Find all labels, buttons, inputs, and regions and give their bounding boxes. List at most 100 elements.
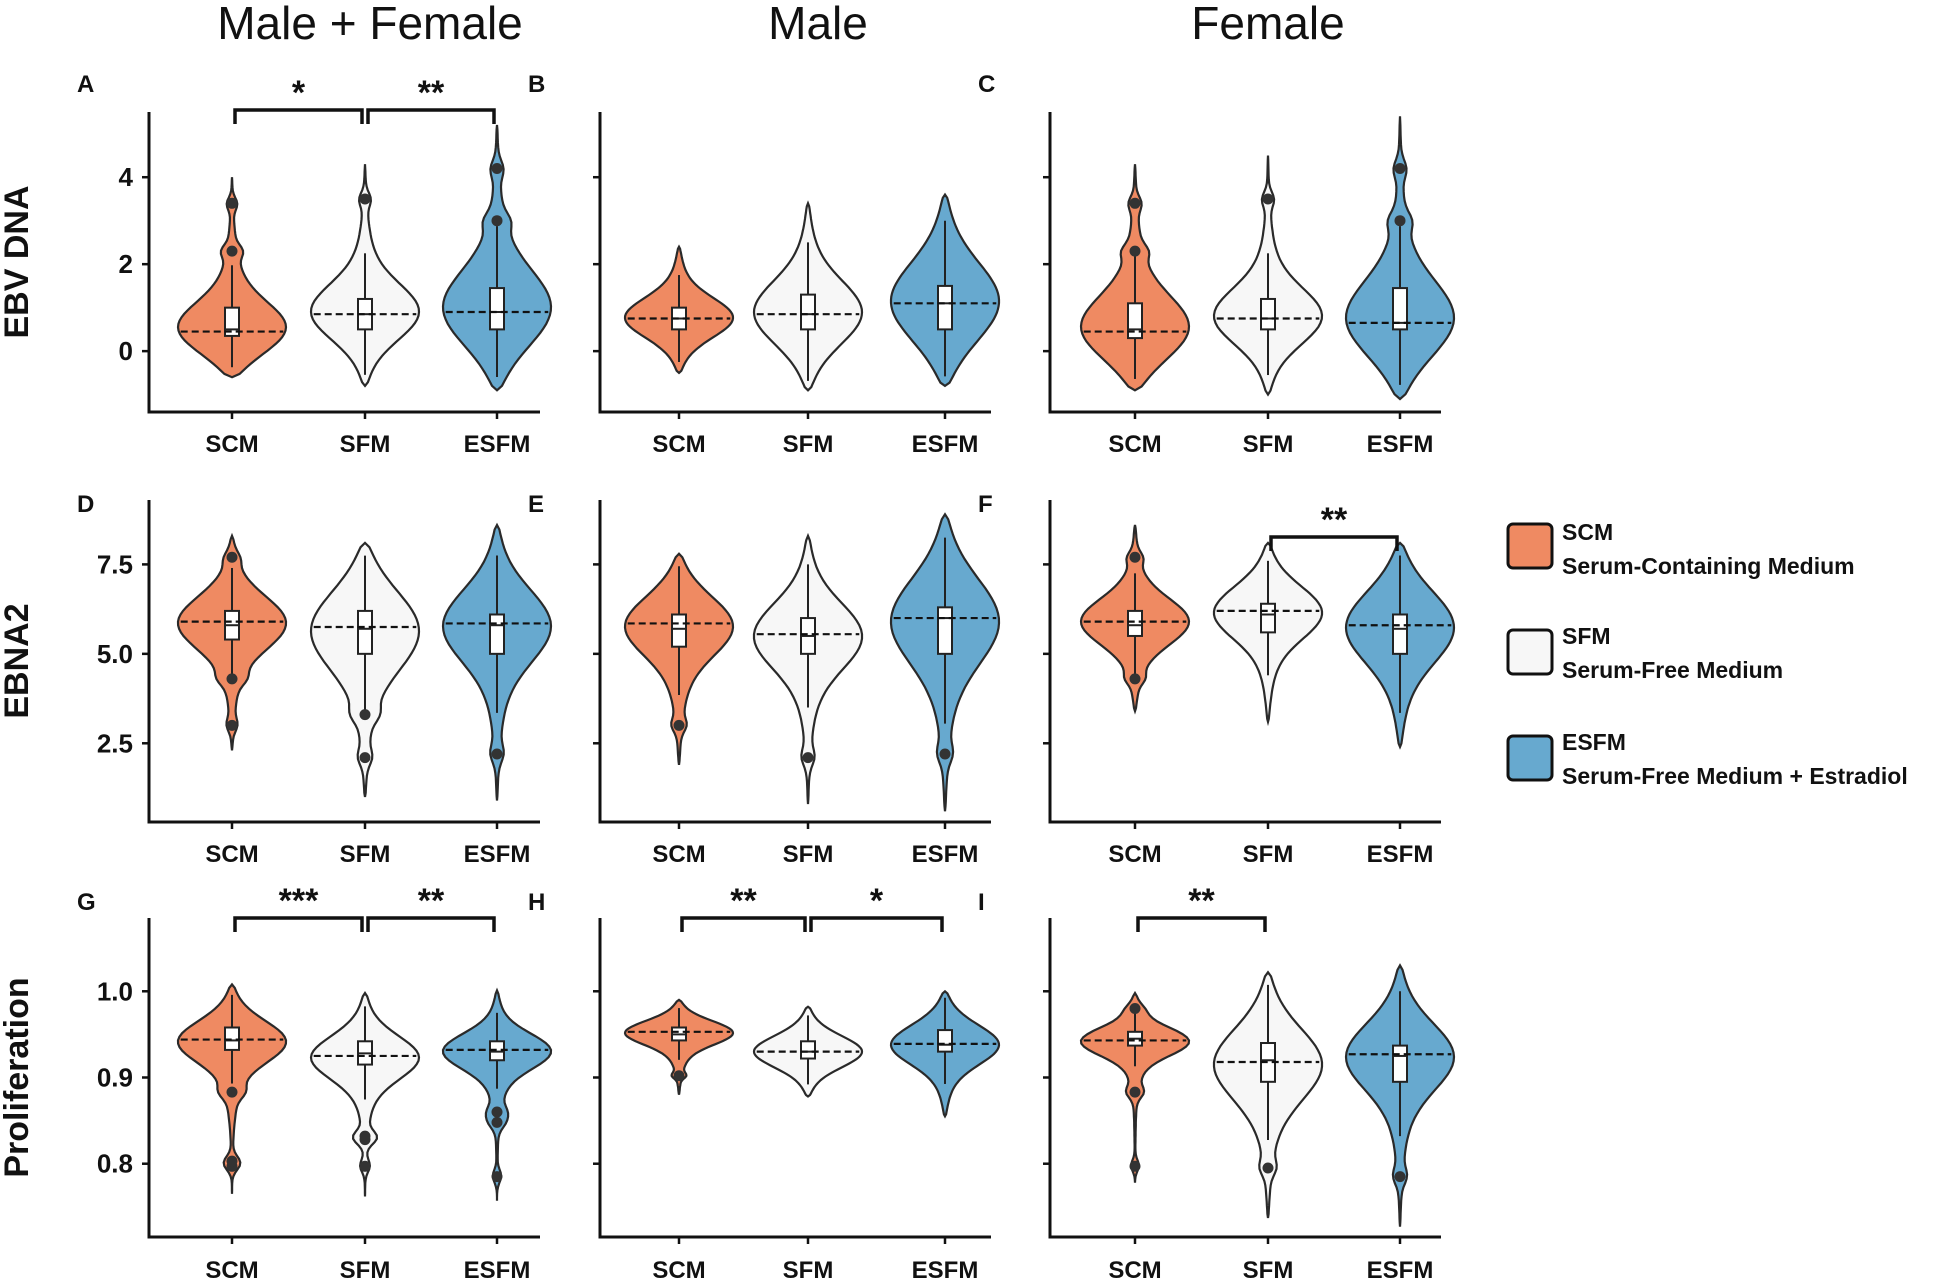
- violin-scm: SCM: [623, 244, 735, 458]
- iqr-box: [937, 284, 953, 331]
- x-tick-label: SFM: [1243, 431, 1294, 458]
- significance-bracket: *: [233, 74, 364, 124]
- violin-sfm: SFM: [309, 990, 421, 1283]
- violin-sfm: SFM: [1212, 155, 1324, 458]
- violin-esfm: ESFM: [889, 192, 1001, 458]
- x-tick-label: ESFM: [1367, 1257, 1434, 1283]
- x-tick-label: ESFM: [1367, 841, 1434, 868]
- bracket-line: [366, 916, 496, 932]
- iqr-box: [800, 293, 816, 331]
- legend: SCM Serum-Containing Medium SFM Serum-Fr…: [1506, 519, 1908, 789]
- x-tick-label: SFM: [1243, 1257, 1294, 1283]
- y-tick-label: 0.9: [97, 1063, 133, 1093]
- y-tick-label: 2: [119, 249, 133, 279]
- outlier-point: [673, 719, 685, 731]
- violin-body: [441, 987, 553, 1201]
- x-tick-label: SCM: [205, 841, 258, 868]
- legend-swatch-esfm: [1506, 734, 1554, 782]
- y-tick-label: 7.5: [97, 549, 133, 579]
- significance-stars: ***: [279, 882, 319, 920]
- violin-scm: SCM: [176, 177, 288, 458]
- column-title-male-female: Male + Female: [217, 0, 523, 49]
- violin-esfm: ESFM: [1344, 963, 1456, 1283]
- y-tick-label: 2.5: [97, 728, 133, 758]
- x-tick-label: SCM: [1108, 841, 1161, 868]
- violin-esfm: ESFM: [889, 989, 1001, 1283]
- outlier-point: [1394, 215, 1406, 227]
- significance-stars: **: [1321, 501, 1348, 539]
- panel-letter: F: [978, 491, 993, 518]
- x-tick-label: SFM: [783, 841, 834, 868]
- outlier-point: [359, 193, 371, 205]
- iqr-box: [1127, 609, 1143, 637]
- x-tick-label: ESFM: [464, 841, 531, 868]
- x-tick-label: ESFM: [912, 841, 979, 868]
- x-tick-label: ESFM: [464, 1257, 531, 1283]
- x-tick-label: SCM: [1108, 431, 1161, 458]
- panel-letter: H: [528, 889, 545, 916]
- significance-stars: *: [292, 74, 306, 112]
- column-title-male: Male: [768, 0, 868, 49]
- panel-f: F SCM SFM ESFM **: [978, 491, 1456, 868]
- panel-d: D EBNA2 2.5 5.0 7.5 SCM SFM ESFM: [0, 491, 553, 868]
- iqr-box: [937, 606, 953, 655]
- significance-stars: *: [870, 882, 884, 920]
- iqr-box: [489, 613, 505, 655]
- significance-bracket: **: [1269, 501, 1399, 551]
- violin-esfm: ESFM: [441, 522, 553, 868]
- x-tick-label: SFM: [340, 431, 391, 458]
- outlier-point: [359, 1130, 371, 1142]
- outlier-point: [226, 673, 238, 685]
- y-axis-label: EBNA2: [0, 603, 36, 718]
- significance-bracket: ***: [233, 882, 364, 932]
- iqr-box: [1260, 602, 1276, 634]
- significance-bracket: **: [366, 882, 496, 932]
- x-tick-label: ESFM: [912, 431, 979, 458]
- outlier-point: [673, 1070, 685, 1082]
- iqr-box: [1392, 287, 1408, 331]
- panel-e: E SCM SFM ESFM: [528, 491, 1001, 868]
- x-tick-label: SFM: [783, 1257, 834, 1283]
- outlier-point: [491, 1116, 503, 1128]
- violin-scm: SCM: [623, 552, 735, 868]
- iqr-box: [1127, 302, 1143, 340]
- legend-swatch-scm: [1506, 522, 1554, 570]
- violin-esfm: ESFM: [1344, 116, 1456, 458]
- legend-desc-esfm: Serum-Free Medium + Estradiol: [1562, 763, 1908, 789]
- outlier-point: [1394, 163, 1406, 175]
- x-tick-label: SFM: [783, 431, 834, 458]
- bracket-line: [366, 108, 496, 124]
- outlier-point: [226, 1086, 238, 1098]
- iqr-box: [1260, 297, 1276, 331]
- bracket-line: [1269, 535, 1399, 551]
- iqr-box: [937, 1029, 953, 1053]
- panel-letter: G: [77, 889, 96, 916]
- outlier-point: [1129, 1003, 1141, 1015]
- outlier-point: [1129, 1086, 1141, 1098]
- violin-scm: SCM: [623, 998, 735, 1283]
- x-tick-label: SCM: [205, 1257, 258, 1283]
- y-tick-label: 1.0: [97, 976, 133, 1006]
- outlier-point: [226, 719, 238, 731]
- x-tick-label: SFM: [340, 1257, 391, 1283]
- outlier-point: [1129, 673, 1141, 685]
- y-tick-label: 0: [119, 336, 133, 366]
- significance-bracket: *: [809, 882, 944, 932]
- y-tick-label: 0.8: [97, 1149, 133, 1179]
- violin-sfm: SFM: [752, 1005, 864, 1283]
- violin-sfm: SFM: [309, 541, 421, 868]
- outlier-point: [491, 1171, 503, 1183]
- significance-bracket: **: [1136, 882, 1267, 932]
- bracket-line: [233, 916, 364, 932]
- violin-sfm: SFM: [752, 532, 864, 868]
- panel-c: C SCM SFM ESFM: [978, 71, 1456, 458]
- outlier-point: [359, 709, 371, 721]
- iqr-box: [1392, 1044, 1408, 1083]
- outlier-point: [491, 748, 503, 760]
- y-axis-label: Proliferation: [0, 977, 36, 1177]
- significance-stars: **: [418, 882, 445, 920]
- legend-name-scm: SCM: [1562, 519, 1613, 545]
